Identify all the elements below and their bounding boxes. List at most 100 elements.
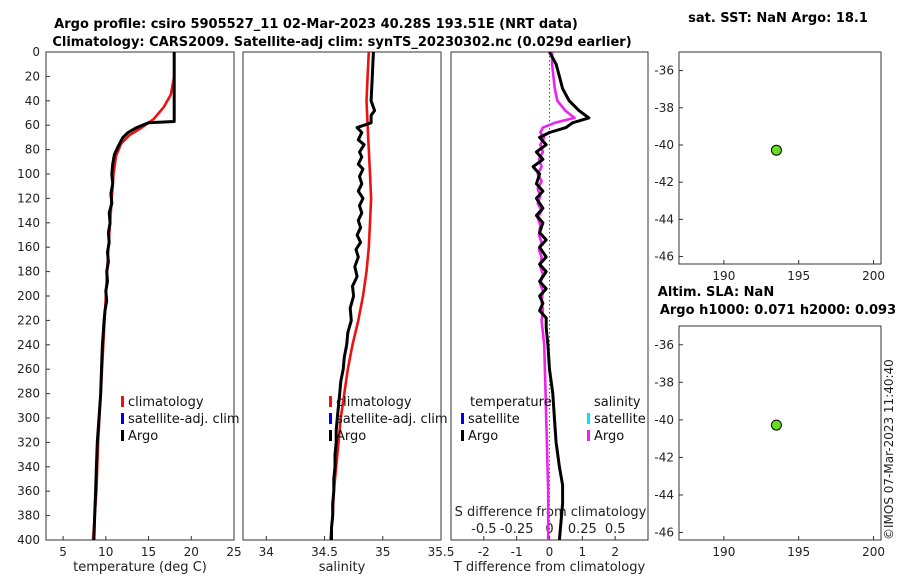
sst_map-ytick-label: -36 (654, 64, 674, 78)
sla_map-ytick-label: -42 (654, 450, 674, 464)
depth-ytick-label: 340 (17, 460, 40, 474)
sla_map-xtick-label: 190 (712, 545, 735, 559)
difference-xtick-label: -2 (478, 545, 490, 559)
depth-ytick-label: 400 (17, 533, 40, 547)
sla_map-axes-frame (678, 325, 882, 541)
depth-ytick-label: 360 (17, 484, 40, 498)
temperature-legend-1-swatch (121, 413, 124, 424)
difference-legend-temp-satellite-swatch (461, 413, 464, 424)
sst_map-ytick-label: -46 (654, 250, 674, 264)
temperature-xtick-label: 15 (141, 545, 156, 559)
difference-legend-temp-argo-label: Argo (468, 429, 498, 444)
sla_map-profile-marker (770, 419, 782, 431)
salinity-legend-0-label: climatology (336, 395, 412, 410)
difference-xlabel: T difference from climatology (453, 560, 646, 575)
salinity-series-climatology (329, 51, 373, 541)
temperature-legend-2-swatch (121, 430, 124, 441)
depth-ytick-label: 180 (17, 265, 40, 279)
sla_map-ytick-label: -38 (654, 375, 674, 389)
difference-xtick-label: 2 (611, 545, 619, 559)
depth-ytick-label: 100 (17, 167, 40, 181)
difference-s-tick-label: -0.5 (471, 522, 496, 537)
difference-legend-salinity-title: salinity (594, 395, 641, 410)
sst_map-axes-frame (678, 51, 882, 265)
depth-ytick-label: 160 (17, 240, 40, 254)
temperature-xtick-label: 10 (98, 545, 113, 559)
temperature-xtick-label: 5 (59, 545, 67, 559)
difference-s-axis-label: S difference from climatology (455, 505, 647, 520)
difference-legend-temp-argo-swatch (461, 430, 464, 441)
depth-ytick-label: 260 (17, 362, 40, 376)
sst_map-xtick-label: 200 (862, 269, 885, 283)
depth-ytick-label: 120 (17, 191, 40, 205)
depth-ytick-label: 300 (17, 411, 40, 425)
depth-ytick-label: 0 (32, 45, 40, 59)
salinity-xtick-label: 35 (375, 545, 390, 559)
depth-ytick-label: 200 (17, 289, 40, 303)
depth-ytick-label: 380 (17, 509, 40, 523)
sla_map-ytick-label: -36 (654, 338, 674, 352)
depth-ytick-label: 280 (17, 387, 40, 401)
difference-legend-sal-satellite-swatch (587, 413, 590, 424)
sst_map-profile-marker (770, 144, 782, 156)
temperature-xtick-label: 20 (184, 545, 199, 559)
depth-ytick-label: 40 (25, 94, 40, 108)
imos-watermark: ©IMOS 07-Mar-2023 11:40:40 (882, 359, 896, 540)
difference-xtick-label: -1 (511, 545, 523, 559)
depth-ytick-label: 20 (25, 69, 40, 83)
sst_map-xtick-label: 195 (787, 269, 810, 283)
sla-map-title-line1: Altim. SLA: NaN (658, 285, 774, 300)
sla_map-ytick-label: -46 (654, 525, 674, 539)
salinity-legend-1-swatch (329, 413, 332, 424)
salinity-xlabel: salinity (319, 560, 366, 575)
sst_map-ytick-label: -40 (654, 138, 674, 152)
difference-legend-sal-argo-label: Argo (594, 429, 624, 444)
temperature-xlabel: temperature (deg C) (73, 560, 207, 575)
sla_map-ytick-label: -40 (654, 413, 674, 427)
temperature-legend-0-swatch (121, 396, 124, 407)
temperature-xtick-label: 25 (226, 545, 241, 559)
depth-ytick-label: 80 (25, 143, 40, 157)
salinity-legend-0-swatch (329, 396, 332, 407)
salinity-legend-2-label: Argo (336, 429, 366, 444)
difference-s-tick-label: -0.25 (500, 522, 534, 537)
temperature-series-argo (92, 52, 176, 541)
salinity-xtick-label: 35.5 (428, 545, 455, 559)
difference-legend-sal-argo-swatch (587, 430, 590, 441)
figure-title-line1: Argo profile: csiro 5905527_11 02-Mar-20… (54, 17, 578, 32)
sst-map-title: sat. SST: NaN Argo: 18.1 (688, 11, 868, 26)
temperature-legend-1-label: satellite-adj. clim (128, 412, 240, 427)
difference-legend-temperature-title: temperature (470, 395, 552, 410)
sst_map-ytick-label: -42 (654, 175, 674, 189)
salinity-xtick-label: 34.5 (311, 545, 338, 559)
depth-ytick-label: 60 (25, 118, 40, 132)
sst_map-ytick-label: -38 (654, 101, 674, 115)
salinity-xtick-label: 34 (259, 545, 274, 559)
depth-ytick-label: 140 (17, 216, 40, 230)
difference-s-tick-label: 0.25 (568, 522, 597, 537)
salinity-axes-frame (242, 51, 442, 541)
salinity-legend-2-swatch (329, 430, 332, 441)
sla_map-xtick-label: 195 (787, 545, 810, 559)
difference-series-temperature-argo (531, 51, 591, 541)
temperature-legend-0-label: climatology (128, 395, 204, 410)
difference-series-salinity-argo (536, 52, 576, 540)
difference-s-tick-label: 0.5 (605, 522, 626, 537)
difference-legend-sal-satellite-label: satellite (594, 412, 646, 427)
sla_map-xtick-label: 200 (862, 545, 885, 559)
sla_map-ytick-label: -44 (654, 488, 674, 502)
sst_map-ytick-label: -44 (654, 212, 674, 226)
depth-ytick-label: 320 (17, 435, 40, 449)
sst_map-xtick-label: 190 (712, 269, 735, 283)
sla-map-title-line2: Argo h1000: 0.071 h2000: 0.093 (660, 303, 896, 318)
salinity-legend-1-label: satellite-adj. clim (336, 412, 448, 427)
salinity-series-argo (330, 51, 377, 540)
figure-title-line2: Climatology: CARS2009. Satellite-adj cli… (52, 35, 631, 50)
difference-legend-temp-satellite-label: satellite (468, 412, 520, 427)
difference-xtick-label: 1 (579, 545, 587, 559)
temperature-legend-2-label: Argo (128, 429, 158, 444)
depth-ytick-label: 240 (17, 338, 40, 352)
depth-ytick-label: 220 (17, 313, 40, 327)
